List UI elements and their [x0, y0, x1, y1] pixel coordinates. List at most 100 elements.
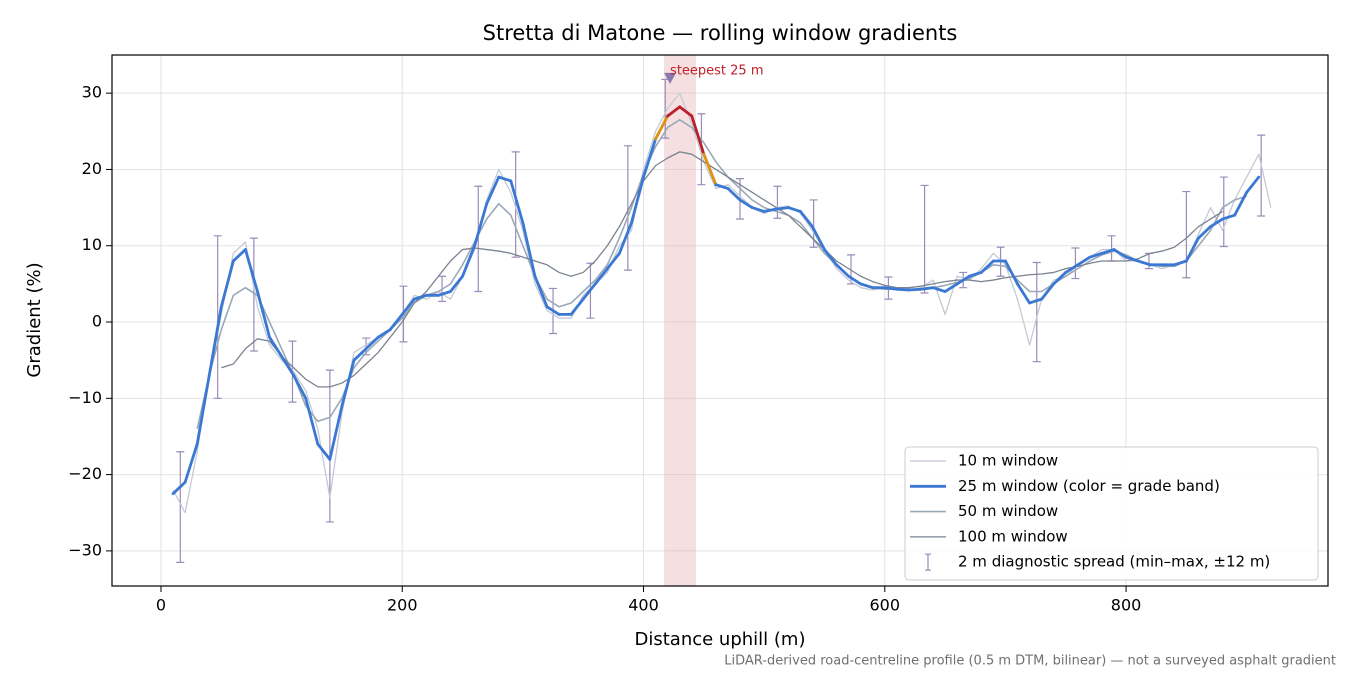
y-tick-label: 30 — [82, 83, 102, 102]
line-segment — [1040, 282, 1056, 301]
line-segment — [485, 175, 501, 206]
line-segment — [304, 396, 320, 446]
line-segment — [654, 114, 670, 141]
y-tick-label: −20 — [68, 464, 102, 483]
x-tick-label: 600 — [870, 596, 901, 615]
line-segment — [823, 248, 838, 267]
line-segment — [786, 206, 802, 213]
line-segment — [461, 244, 477, 278]
y-tick-label: 20 — [82, 159, 102, 178]
line-segment — [1197, 225, 1212, 240]
error-bar — [474, 185, 483, 293]
line-segment — [1076, 255, 1092, 267]
error-bar — [511, 151, 520, 258]
line-segment — [280, 354, 296, 377]
line-segment — [376, 328, 392, 339]
line-segment — [979, 259, 995, 274]
line-segment — [617, 221, 633, 255]
x-tick-label: 400 — [628, 596, 659, 615]
steepest-span — [664, 55, 696, 586]
line-segment — [919, 286, 935, 291]
line-segment — [1221, 213, 1237, 221]
chart-title: Stretta di Matone — rolling window gradi… — [483, 21, 958, 45]
line-segment — [437, 290, 452, 297]
error-bar — [920, 184, 929, 294]
line-segment — [1184, 236, 1200, 263]
error-bar — [1071, 247, 1080, 280]
line-segment — [1052, 271, 1068, 286]
error-bar — [1257, 134, 1266, 217]
line-segment — [1209, 217, 1224, 229]
error-bar — [249, 237, 258, 352]
line-segment — [907, 287, 923, 292]
line-segment — [750, 206, 766, 213]
legend-label: 25 m window (color = grade band) — [958, 477, 1220, 495]
line-segment — [207, 305, 223, 377]
line-segment — [533, 274, 549, 309]
line — [221, 151, 1223, 388]
line-segment — [256, 290, 271, 339]
legend-label: 10 m window — [958, 452, 1058, 470]
line-segment — [1172, 259, 1188, 267]
legend-box — [904, 446, 1319, 581]
line-segment — [1016, 282, 1031, 305]
line-segment — [714, 183, 730, 190]
x-tick-label: 200 — [387, 596, 418, 615]
line-segment — [400, 297, 416, 316]
line-segment — [798, 210, 814, 229]
line-segment — [473, 202, 489, 248]
line-segment — [1124, 255, 1140, 263]
line-segment — [835, 263, 850, 278]
line-segment — [268, 335, 284, 358]
y-tick-label: 10 — [82, 235, 102, 254]
line-segment — [955, 274, 971, 286]
line-segment — [364, 335, 380, 351]
plot-frame — [111, 54, 1329, 587]
legend-label: 2 m diagnostic spread (min–max, ±12 m) — [958, 553, 1270, 571]
line-segment — [521, 221, 537, 278]
line-segment — [630, 175, 645, 225]
line-segment — [678, 105, 694, 118]
line-segment — [774, 206, 790, 211]
legend-label: 50 m window — [958, 502, 1058, 520]
line-segment — [967, 271, 983, 278]
line-segment — [1245, 175, 1261, 194]
line-segment — [412, 293, 428, 301]
line-segment — [449, 274, 464, 293]
error-bar — [1032, 261, 1041, 363]
line-segment — [811, 225, 826, 251]
line-segment — [666, 105, 682, 118]
legend-label: 100 m window — [958, 527, 1068, 545]
y-axis-label: Gradient (%) — [24, 262, 45, 377]
line-segment — [316, 442, 332, 461]
line-segment — [1064, 263, 1080, 274]
error-bar — [623, 145, 632, 271]
line-segment — [931, 286, 947, 293]
line-segment — [1100, 248, 1116, 255]
error-bar — [1219, 176, 1228, 248]
line-segment — [183, 442, 199, 484]
line-segment — [726, 187, 742, 202]
error-bar — [773, 185, 782, 219]
line-segment — [1233, 190, 1249, 217]
line-segment — [388, 312, 404, 332]
line-segment — [545, 305, 561, 316]
x-tick-label: 0 — [156, 596, 166, 615]
line-segment — [1028, 297, 1044, 305]
line-segment — [219, 259, 235, 309]
line-segment — [1136, 259, 1152, 267]
line-segment — [895, 287, 911, 292]
line-segment — [738, 198, 754, 209]
line-segment — [847, 274, 863, 286]
error-bar — [176, 451, 185, 563]
y-tick-label: 0 — [92, 312, 102, 331]
line-segment — [509, 179, 525, 225]
line-segment — [883, 286, 899, 291]
y-tick-label: −10 — [68, 388, 102, 407]
line-segment — [244, 248, 259, 293]
line-segment — [340, 358, 356, 408]
line-segment — [1004, 259, 1019, 286]
line-segment — [171, 480, 187, 496]
line-segment — [859, 282, 875, 290]
